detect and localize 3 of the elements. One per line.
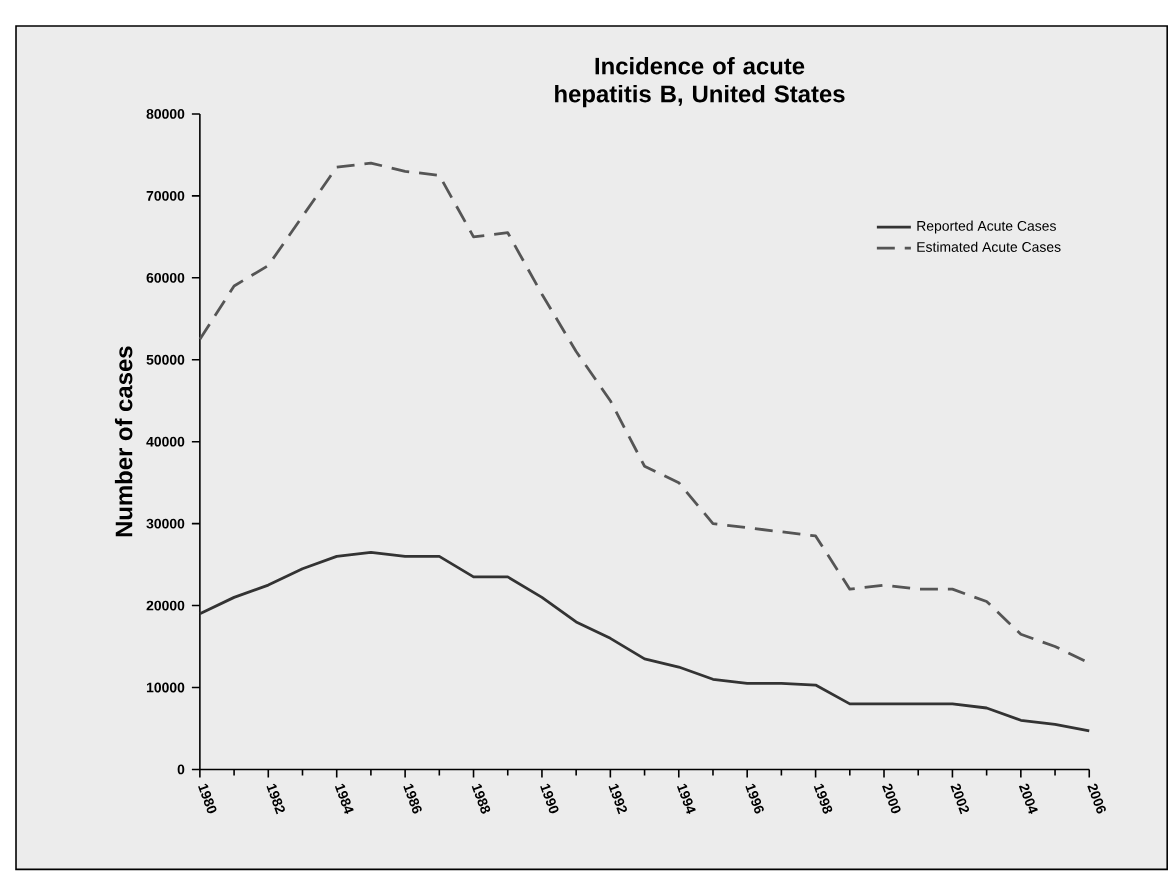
line-series [198,162,1091,665]
y-axis-title: Number of cases [114,346,133,537]
chart-title: Incidence of acute hepatitis B, United States [555,57,845,108]
